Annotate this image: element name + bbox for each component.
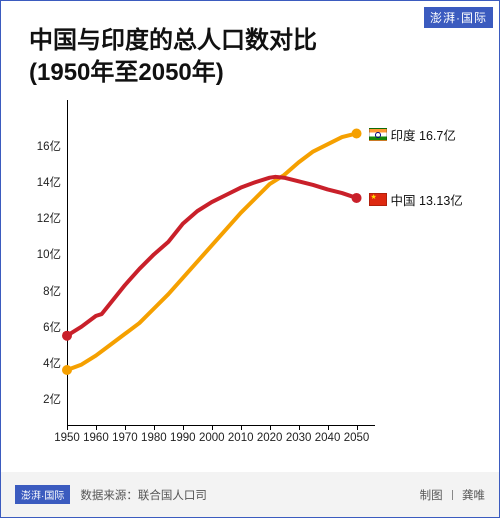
x-tick-mark [328, 426, 329, 430]
y-tick-label: 8亿 [43, 283, 67, 299]
chart-card: 澎湃·国际 中国与印度的总人口数对比 (1950年至2050年) 2亿4亿6亿8… [0, 0, 500, 518]
x-tick-mark [241, 426, 242, 430]
x-tick-mark [67, 426, 68, 430]
series-line-india [67, 133, 357, 370]
x-tick-mark [270, 426, 271, 430]
y-tick-label: 6亿 [43, 319, 67, 335]
x-tick-mark [212, 426, 213, 430]
x-tick-mark [183, 426, 184, 430]
y-tick-label: 14亿 [37, 174, 67, 190]
x-tick-mark [125, 426, 126, 430]
footer-brand-logo: 澎湃·国际 [15, 485, 70, 504]
credit-text: 制图 龚唯 [420, 487, 485, 503]
chart-svg [67, 110, 371, 426]
credit-label: 制图 [420, 490, 443, 502]
y-tick-label: 2亿 [43, 391, 67, 407]
x-tick-mark [96, 426, 97, 430]
source-label: 数据来源： [80, 490, 138, 502]
x-tick-mark [299, 426, 300, 430]
series-end-label-china: 中国 13.13亿 [369, 190, 463, 209]
x-tick-mark [154, 426, 155, 430]
x-tick-mark [357, 426, 358, 430]
series-line-china [67, 177, 357, 336]
y-tick-label: 4亿 [43, 355, 67, 371]
plot-region: 2亿4亿6亿8亿10亿12亿14亿16亿19501960197019801990… [67, 110, 371, 426]
source-value: 联合国人口司 [138, 490, 207, 502]
series-end-label-text-india: 印度 16.7亿 [391, 125, 456, 144]
y-tick-label: 12亿 [37, 210, 67, 226]
series-end-label-text-china: 中国 13.13亿 [391, 190, 463, 209]
chart-title: 中国与印度的总人口数对比 (1950年至2050年) [29, 25, 479, 90]
title-line-1: 中国与印度的总人口数对比 [29, 27, 317, 54]
title-line-2: (1950年至2050年) [29, 59, 224, 86]
china-flag-icon [369, 193, 387, 206]
y-tick-label: 10亿 [37, 246, 67, 262]
source-text: 数据来源：联合国人口司 [80, 487, 207, 503]
credit-value: 龚唯 [462, 490, 485, 502]
y-tick-label: 16亿 [37, 138, 67, 154]
footer: 澎湃·国际 数据来源：联合国人口司 制图 龚唯 [1, 472, 499, 517]
india-flag-icon [369, 128, 387, 141]
chart-area: 2亿4亿6亿8亿10亿12亿14亿16亿19501960197019801990… [31, 106, 471, 456]
series-end-label-india: 印度 16.7亿 [369, 125, 456, 144]
series-end-marker-china [352, 193, 362, 203]
series-end-marker-india [352, 128, 362, 138]
